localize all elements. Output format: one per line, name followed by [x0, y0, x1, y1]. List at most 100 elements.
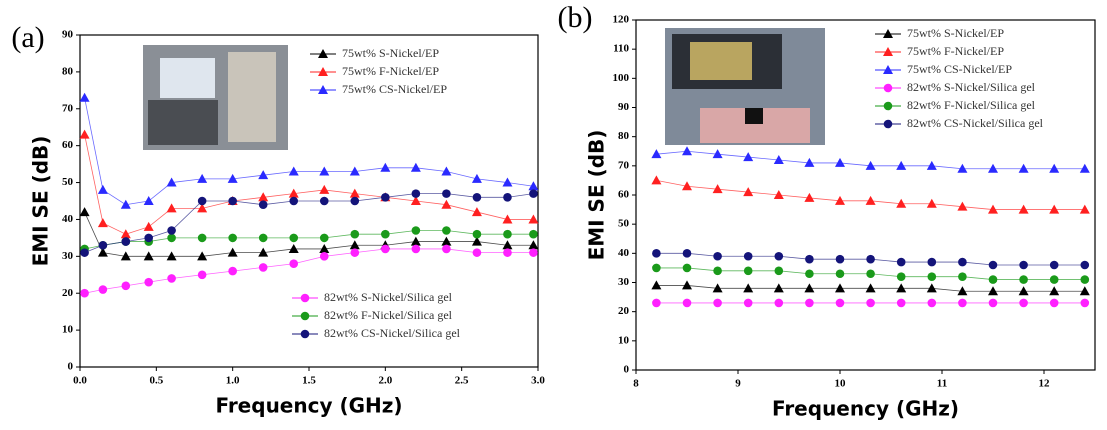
legend-marker — [883, 101, 893, 111]
marker — [1018, 163, 1029, 173]
y-tick-label: 0 — [68, 361, 74, 373]
marker — [120, 251, 131, 261]
marker — [835, 195, 845, 205]
marker — [143, 196, 154, 205]
marker — [804, 192, 815, 202]
marker — [288, 188, 299, 198]
marker — [651, 149, 662, 159]
marker — [773, 190, 784, 199]
marker — [865, 283, 876, 293]
y-tick-label: 80 — [618, 130, 630, 142]
marker — [350, 248, 360, 257]
marker — [166, 177, 177, 187]
marker — [381, 244, 390, 254]
marker — [528, 181, 539, 191]
marker — [503, 193, 512, 202]
marker — [1018, 204, 1029, 214]
marker — [896, 272, 906, 281]
marker — [528, 214, 539, 224]
marker — [227, 247, 238, 257]
marker — [381, 229, 390, 239]
legend-marker — [883, 119, 893, 129]
y-tick-label: 10 — [62, 324, 74, 336]
marker — [804, 283, 815, 293]
marker — [411, 244, 421, 254]
marker — [988, 298, 998, 308]
marker — [712, 184, 723, 194]
marker — [651, 280, 662, 290]
marker — [472, 193, 482, 202]
marker — [958, 257, 967, 267]
marker — [682, 146, 692, 156]
marker — [120, 229, 131, 239]
marker — [743, 187, 754, 197]
marker — [958, 272, 967, 281]
marker — [97, 247, 108, 257]
panel-label: (a) — [11, 21, 44, 54]
marker — [410, 162, 421, 172]
inset-photo-b — [665, 28, 825, 145]
x-tick-label: 8 — [633, 378, 639, 390]
marker — [926, 283, 937, 293]
y-tick-label: 80 — [62, 65, 74, 77]
marker — [350, 229, 360, 239]
marker — [472, 229, 482, 239]
marker — [80, 288, 89, 298]
marker — [713, 266, 722, 276]
marker — [442, 226, 451, 235]
marker — [682, 249, 692, 258]
y-tick-label: 20 — [618, 305, 630, 317]
marker — [529, 229, 538, 239]
x-tick-label: 1.5 — [302, 375, 316, 387]
marker — [927, 257, 937, 267]
marker — [289, 233, 299, 243]
x-tick-label: 0.5 — [149, 375, 163, 387]
y-tick-label: 40 — [618, 247, 630, 259]
y-tick-label: 60 — [618, 189, 630, 201]
marker — [79, 129, 90, 139]
marker — [865, 195, 876, 205]
legend-label: 75wt% S-Nickel/EP — [342, 46, 439, 60]
marker — [197, 173, 208, 183]
marker — [166, 203, 177, 213]
marker — [835, 298, 845, 308]
marker — [502, 214, 513, 224]
marker — [289, 196, 299, 206]
marker — [743, 251, 753, 261]
y-tick-label: 20 — [62, 287, 74, 299]
marker — [503, 229, 512, 239]
marker — [319, 166, 330, 176]
series-line — [656, 180, 1085, 210]
x-tick-label: 10 — [835, 378, 847, 390]
marker — [410, 196, 421, 205]
marker — [228, 233, 237, 243]
legend-marker — [318, 67, 328, 76]
legend-label: 82wt% F-Nickel/Silica gel — [324, 308, 453, 322]
y-tick-label: 70 — [62, 102, 74, 114]
marker — [97, 184, 108, 194]
y-tick-label: 40 — [62, 213, 74, 225]
x-tick-label: 3.0 — [531, 375, 545, 387]
marker — [774, 266, 784, 276]
x-tick-label: 2.0 — [378, 375, 392, 387]
legend-marker — [883, 65, 893, 74]
marker — [529, 189, 538, 198]
marker — [349, 240, 360, 250]
x-tick-label: 2.5 — [455, 375, 469, 387]
marker — [988, 286, 998, 296]
marker — [866, 254, 875, 264]
marker — [927, 298, 937, 308]
legend-marker — [300, 311, 310, 321]
marker — [97, 218, 108, 228]
marker — [926, 198, 937, 208]
marker — [258, 200, 268, 209]
legend-marker — [883, 47, 893, 56]
panel-label: (b) — [558, 1, 593, 34]
series-line — [84, 248, 534, 294]
marker — [258, 233, 268, 243]
marker — [835, 254, 845, 264]
marker — [805, 269, 814, 279]
marker — [682, 298, 692, 308]
marker — [502, 240, 513, 250]
marker — [804, 157, 815, 167]
